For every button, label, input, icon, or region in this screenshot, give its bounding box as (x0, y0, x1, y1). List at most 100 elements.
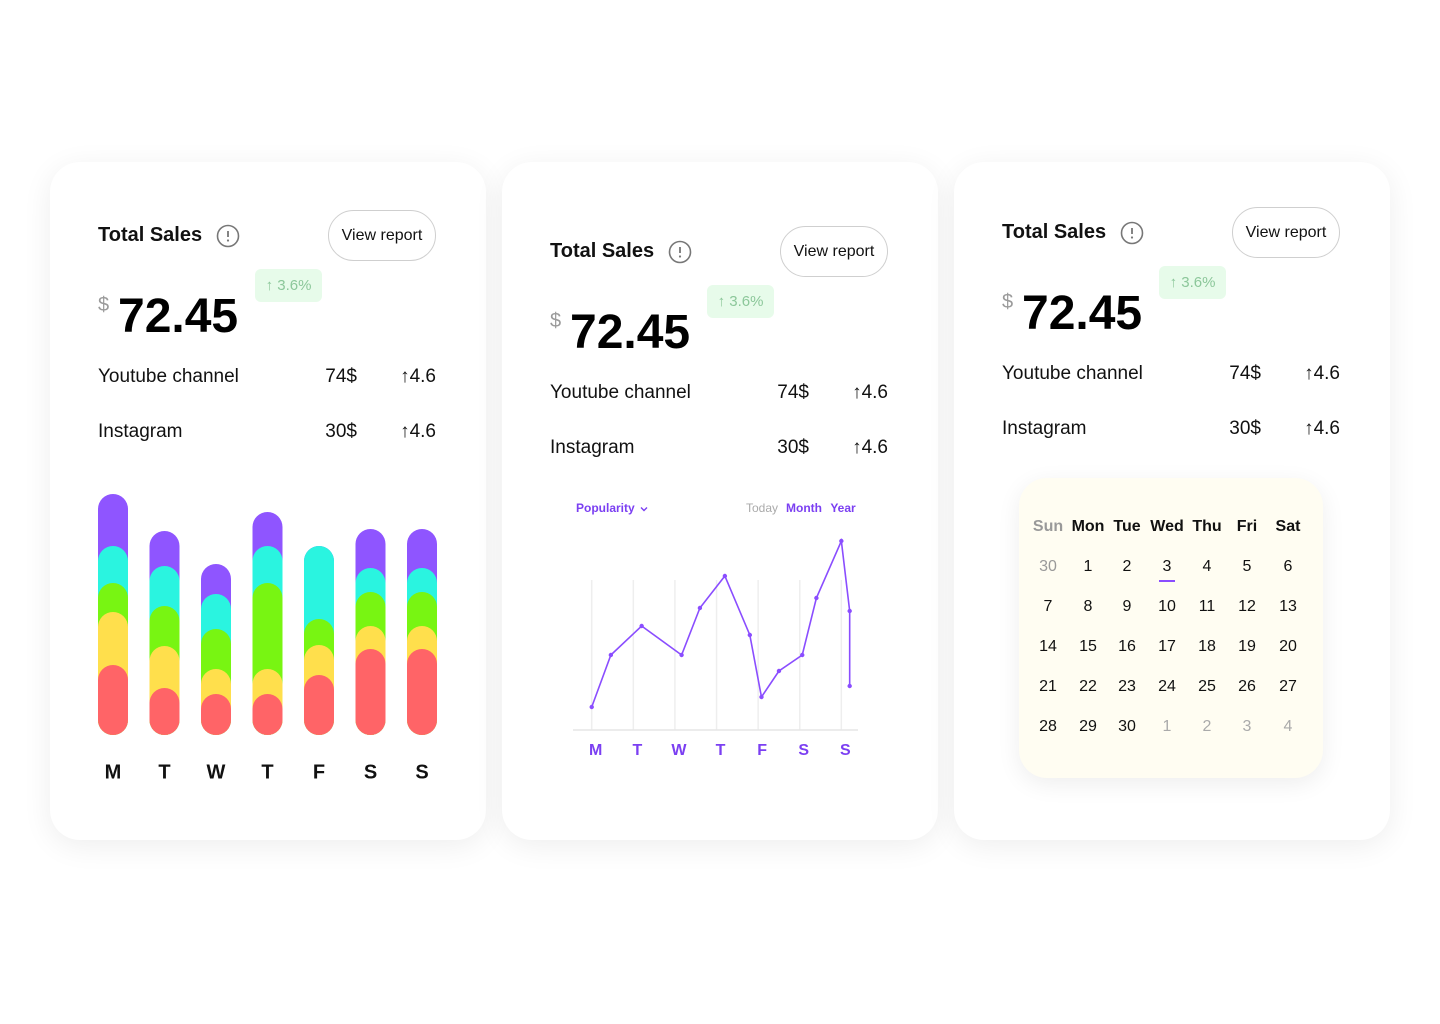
change-badge: ↑ 3.6% (707, 285, 774, 318)
card-title: Total Sales (1002, 221, 1107, 243)
x-tick-label: M (589, 742, 602, 759)
line-point (800, 652, 805, 658)
x-tick-label: W (671, 742, 687, 759)
weekday-label: Mon (1071, 518, 1105, 535)
weekday-label: Fri (1236, 518, 1258, 535)
row-change: ↑4.6 (400, 366, 436, 387)
card: Total Sales View report ↑ 3.6% $72.45 Youtub… (50, 162, 486, 840)
calendar-day[interactable]: 1 (1162, 718, 1172, 735)
line-point (639, 623, 644, 629)
dropdown-chevron (640, 507, 648, 512)
weekday-label: Tue (1113, 518, 1141, 535)
x-tick-label: T (632, 742, 642, 759)
line-point (697, 605, 703, 611)
info-icon (668, 240, 692, 264)
info-icon (216, 224, 240, 248)
calendar-day[interactable]: 26 (1238, 678, 1256, 695)
calendar-day[interactable]: 3 (1242, 718, 1252, 735)
line-point (847, 683, 852, 689)
calendar-day[interactable]: 22 (1079, 678, 1097, 695)
calendar-day[interactable]: 21 (1039, 678, 1057, 695)
amount: 72.45 (570, 306, 691, 359)
weekday-label: Wed (1150, 518, 1184, 535)
row-change: ↑4.6 (1304, 418, 1340, 439)
calendar-day[interactable]: 28 (1039, 718, 1057, 735)
calendar-day[interactable]: 5 (1242, 558, 1252, 575)
calendar-day[interactable]: 15 (1079, 638, 1097, 655)
row-value: 30$ (777, 437, 809, 458)
calendar-day[interactable]: 3 (1162, 558, 1172, 575)
calendar-day[interactable]: 25 (1198, 678, 1216, 695)
x-tick-label: S (364, 761, 377, 783)
x-tick-label: M (105, 761, 122, 783)
bar-segment (407, 649, 437, 735)
calendar-day[interactable]: 27 (1279, 678, 1297, 695)
bar-segment (98, 665, 128, 735)
card: Total Sales View report ↑ 3.6% $72.45 Youtub… (954, 162, 1390, 840)
line-point (722, 573, 728, 579)
calendar-day[interactable]: 29 (1079, 718, 1097, 735)
info-icon (1120, 221, 1144, 245)
row-change: ↑4.6 (852, 437, 888, 458)
row-name: Youtube channel (1002, 363, 1143, 384)
calendar-day[interactable]: 13 (1279, 598, 1297, 615)
calendar-day[interactable]: 4 (1202, 558, 1212, 575)
calendar-day[interactable]: 6 (1283, 558, 1293, 575)
row-change: ↑4.6 (852, 382, 888, 403)
calendar-day[interactable]: 4 (1283, 718, 1293, 735)
line-point (759, 694, 764, 700)
filter-dropdown: Popularity (576, 501, 635, 515)
row-change: ↑4.6 (1304, 363, 1340, 384)
selected-underline (1159, 580, 1175, 582)
calendar: Sun Mon Tue Wed Thu Fri Sat 30 1 2 3 4 5 6 7 8 9 10 11 12 13… (1019, 478, 1323, 778)
calendar-day[interactable]: 20 (1279, 638, 1297, 655)
view-report-button[interactable]: View report (780, 226, 888, 277)
calendar-day[interactable]: 2 (1122, 558, 1132, 575)
calendar-day[interactable]: 7 (1043, 598, 1053, 615)
weekday-label: Sun (1032, 518, 1064, 535)
calendar-day[interactable]: 11 (1198, 598, 1216, 615)
period-tab: Year (830, 501, 856, 515)
bar-segment (201, 694, 231, 735)
weekday-label: Thu (1192, 518, 1222, 535)
line-point (747, 632, 753, 638)
calendar-day[interactable]: 23 (1118, 678, 1136, 695)
line-point (679, 652, 684, 658)
calendar-day[interactable]: 8 (1083, 598, 1093, 615)
chart: Popularity Today Month Year M T W T F S S (573, 501, 858, 759)
calendar-day[interactable]: 14 (1039, 638, 1057, 655)
change-badge: ↑ 3.6% (255, 269, 322, 302)
calendar-day[interactable]: 1 (1083, 558, 1093, 575)
calendar-day[interactable]: 17 (1158, 638, 1176, 655)
calendar-day[interactable]: 10 (1158, 598, 1176, 615)
calendar-day[interactable]: 16 (1118, 638, 1136, 655)
currency: $ (1002, 291, 1014, 313)
currency: $ (98, 294, 110, 316)
view-report-button[interactable]: View report (1232, 207, 1340, 258)
calendar-day[interactable]: 30 (1118, 718, 1136, 735)
x-tick-label: S (415, 761, 428, 783)
currency: $ (550, 310, 562, 332)
calendar-day[interactable]: 9 (1122, 598, 1132, 615)
calendar-day[interactable]: 18 (1198, 638, 1216, 655)
calendar-day[interactable]: 30 (1039, 558, 1057, 575)
line-point (608, 652, 614, 658)
calendar-day[interactable]: 19 (1238, 638, 1256, 655)
x-tick-label: W (207, 761, 226, 783)
calendar-day[interactable]: 24 (1158, 678, 1176, 695)
bar-segment (149, 688, 180, 735)
row-change: ↑4.6 (400, 421, 436, 442)
card-title: Total Sales (98, 224, 203, 246)
line-point (589, 704, 594, 710)
calendar-day[interactable]: 12 (1238, 598, 1256, 615)
x-tick-label: S (840, 742, 851, 759)
calendar-day[interactable]: 2 (1202, 718, 1212, 735)
line-point (839, 538, 844, 544)
row-value: 30$ (325, 421, 357, 442)
view-report-button[interactable]: View report (328, 210, 436, 261)
period-tab: Month (786, 501, 822, 515)
x-tick-label: F (313, 761, 325, 783)
weekday-label: Sat (1275, 518, 1301, 535)
row-value: 74$ (325, 366, 357, 387)
